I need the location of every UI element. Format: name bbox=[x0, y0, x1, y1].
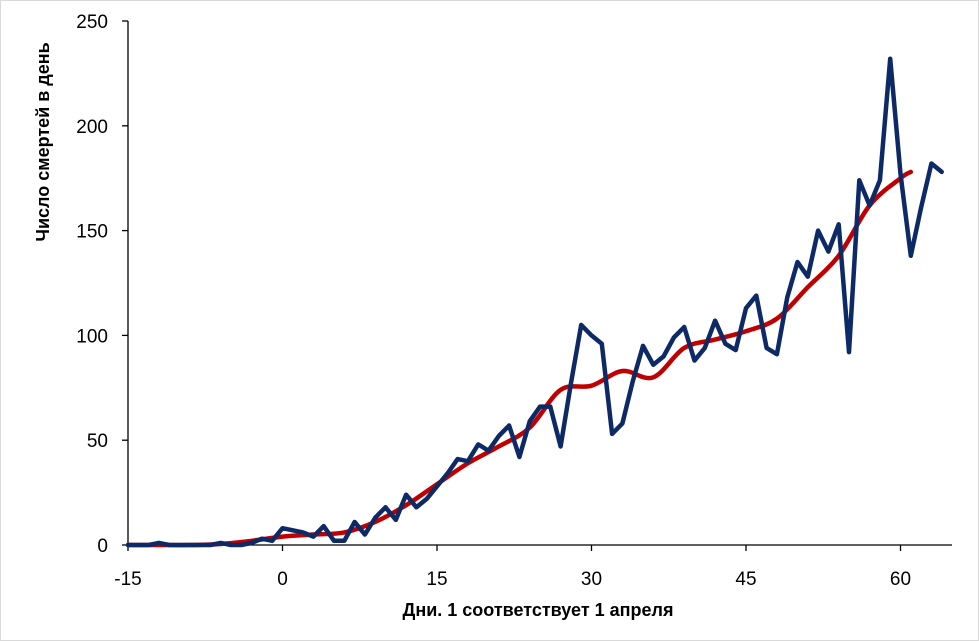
x-tick-label: -15 bbox=[114, 569, 141, 590]
x-tick-label: 15 bbox=[426, 569, 447, 590]
series-line-smoothed bbox=[125, 169, 914, 548]
y-tick-label: 200 bbox=[76, 117, 108, 138]
x-tick-label: 0 bbox=[277, 569, 288, 590]
y-tick-label: 50 bbox=[87, 431, 108, 452]
y-tick-label: 0 bbox=[97, 536, 108, 557]
tick-labels: 0 50 100 150 200 250 -15 0 15 30 45 60 bbox=[76, 12, 911, 590]
series-layer bbox=[125, 56, 944, 548]
series-line-daily bbox=[125, 56, 944, 548]
x-tick-label: 45 bbox=[735, 569, 756, 590]
y-tick-label: 100 bbox=[76, 326, 108, 347]
y-tick-label: 150 bbox=[76, 222, 108, 243]
y-tick-label: 250 bbox=[76, 12, 108, 33]
axes bbox=[122, 20, 952, 551]
x-axis-title: Дни. 1 соответствует 1 апреля bbox=[403, 600, 674, 620]
x-tick-label: 60 bbox=[890, 569, 911, 590]
x-tick-label: 30 bbox=[581, 569, 602, 590]
y-axis-title: Число смертей в день bbox=[33, 42, 53, 241]
